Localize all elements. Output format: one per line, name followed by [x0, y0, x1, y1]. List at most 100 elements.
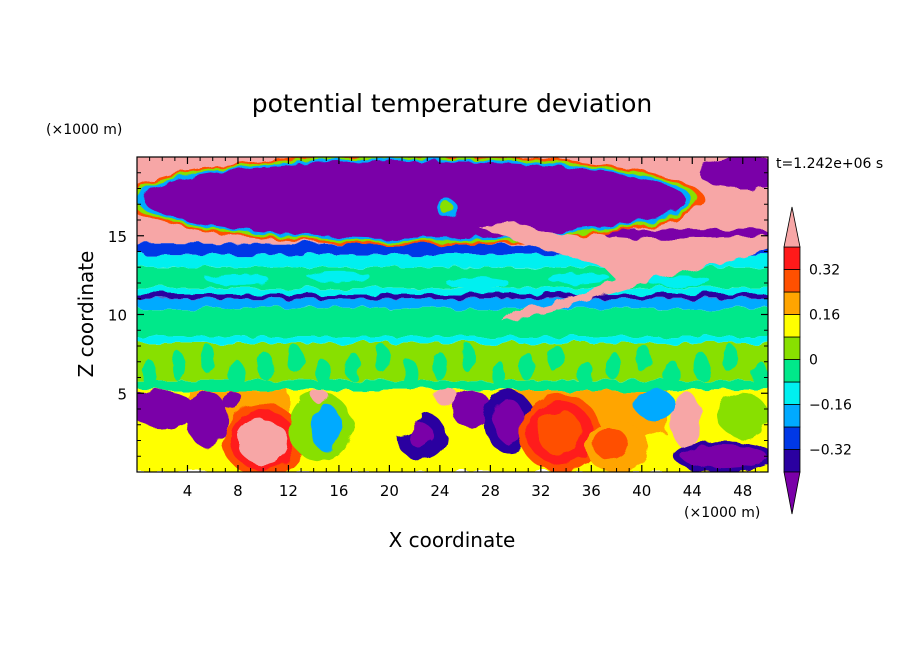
x-unit-label: (×1000 m) [684, 505, 760, 521]
colorbar-extend-min [783, 471, 801, 515]
contour-cell [433, 388, 459, 405]
contour-band [137, 243, 768, 255]
contour-cell [680, 444, 767, 469]
contour-cell [137, 390, 194, 428]
contour-cell [229, 360, 245, 389]
x-tick-label: 4 [183, 482, 193, 500]
contour-cell [461, 344, 477, 373]
colorbar-swatch [783, 336, 801, 360]
colorbar-swatch [783, 291, 801, 315]
contour-cell [547, 272, 611, 284]
contour-cell [432, 352, 448, 381]
colorbar-tick-label: 0.16 [809, 308, 840, 324]
contour-cell [664, 360, 680, 389]
x-tick-label: 48 [733, 482, 752, 500]
colorbar-tick-label: −0.32 [809, 443, 852, 459]
x-tick-label: 44 [683, 482, 702, 500]
contour-cell [698, 157, 768, 189]
contour-band [137, 308, 768, 337]
contour-cell [722, 344, 738, 373]
contour-cell [237, 420, 289, 465]
contour-cell [171, 352, 187, 381]
colorbar: 0.32 0.16 0 −0.16 −0.32 [783, 206, 852, 515]
contour-cell [592, 427, 628, 460]
contour-cell [519, 352, 535, 381]
contour-cell [548, 344, 564, 373]
x-tick-label: 20 [380, 482, 399, 500]
x-tick-label: 24 [430, 482, 449, 500]
contour-cell [221, 390, 242, 409]
colorbar-swatch [783, 426, 801, 450]
x-tick-label: 28 [481, 482, 500, 500]
y-tick-label: 10 [108, 307, 127, 325]
contour-cell [606, 352, 622, 381]
contour-cell [258, 352, 274, 381]
contour-cell [316, 360, 332, 389]
colorbar-tick-label: 0.32 [809, 263, 840, 279]
x-axis-label: X coordinate [389, 528, 516, 552]
contour-cell [143, 160, 686, 239]
contour-cell [577, 360, 593, 389]
contour-cell [439, 201, 453, 214]
contour-cell [287, 344, 303, 373]
contour-band [137, 298, 768, 309]
contour-cell [357, 394, 421, 436]
contour-cell [311, 390, 329, 403]
colorbar-swatch [783, 314, 801, 338]
contour-cell [490, 360, 506, 389]
contour-cell [751, 360, 767, 389]
contour-cell [494, 399, 525, 444]
y-tick-label: 15 [108, 228, 127, 246]
contour-cell [537, 410, 583, 455]
chart-title: potential temperature deviation [252, 89, 652, 118]
contour-cell [648, 275, 712, 287]
contour-cell [670, 391, 702, 449]
x-tick-label: 8 [233, 482, 243, 500]
time-label: t=1.242e+06 s [776, 156, 883, 172]
contour-cell [345, 352, 361, 381]
contour-cell [603, 228, 768, 240]
x-tick-label: 16 [329, 482, 348, 500]
x-tick-label: 32 [531, 482, 550, 500]
x-tick-label: 36 [582, 482, 601, 500]
contour-cell [717, 393, 768, 438]
contour-cell [451, 390, 492, 428]
y-unit-label: (×1000 m) [46, 122, 122, 138]
contour-band [137, 336, 768, 343]
colorbar-tick-label: 0 [809, 353, 818, 369]
y-tick-label: 5 [117, 385, 127, 403]
colorbar-swatch [783, 449, 801, 473]
contour-cell [635, 344, 651, 373]
contour-cell [446, 277, 510, 289]
contour-cell [634, 388, 675, 421]
contour-cell [307, 271, 371, 283]
contour-region [477, 223, 768, 323]
colorbar-swatch [783, 359, 801, 383]
contour-cell [206, 274, 270, 286]
contour-band [137, 294, 768, 299]
contour-band [137, 380, 768, 391]
contour-cell [408, 423, 434, 449]
colorbar-extend-max [783, 206, 801, 248]
contour-band [137, 287, 768, 295]
heatmap-field [137, 157, 768, 472]
contour-regions [137, 157, 768, 472]
contour-cell [186, 390, 227, 447]
contour-cell [200, 344, 216, 373]
contour-cell [403, 360, 419, 389]
y-axis-label: Z coordinate [74, 251, 98, 378]
contour-cell [142, 360, 158, 389]
colorbar-swatch [783, 404, 801, 428]
contour-cell [311, 404, 342, 452]
contour-cell [693, 352, 709, 381]
colorbar-swatch [783, 246, 801, 270]
contour-cell [374, 344, 390, 373]
colorbar-swatch [783, 269, 801, 293]
x-tick-label: 40 [632, 482, 651, 500]
colorbar-swatch [783, 381, 801, 405]
x-tick-label: 12 [279, 482, 298, 500]
colorbar-tick-label: −0.16 [809, 398, 852, 414]
